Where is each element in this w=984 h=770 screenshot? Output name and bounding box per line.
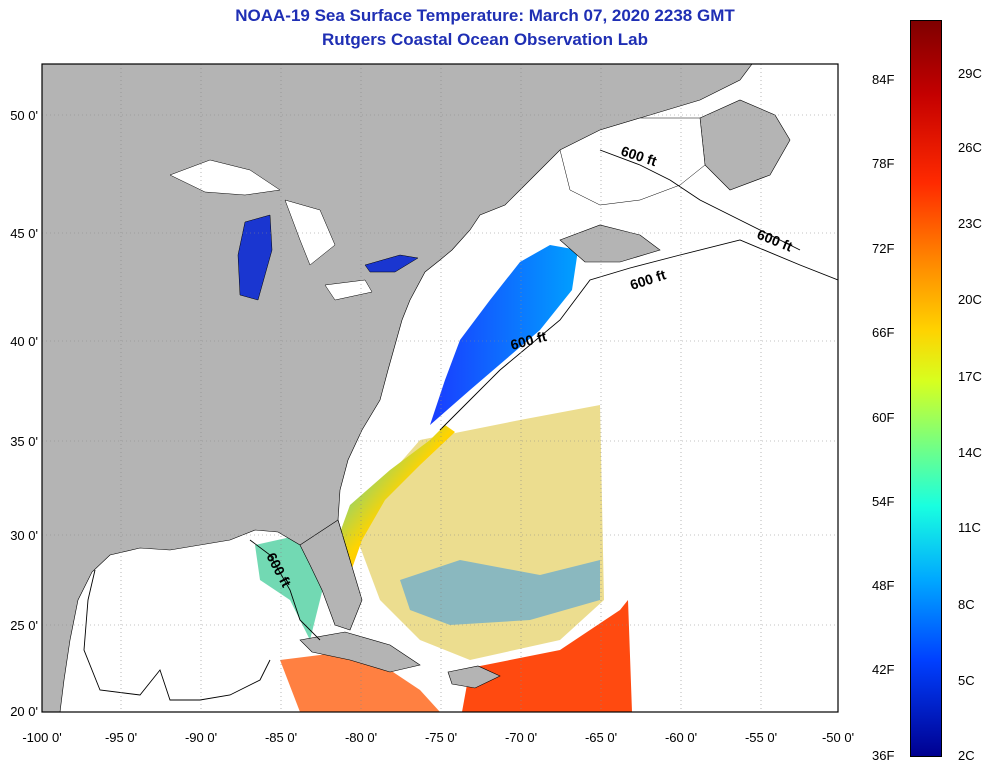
colorbar-c-label: 11C xyxy=(958,520,981,535)
lon-label: -65 0' xyxy=(585,730,617,745)
sst-cool-swirls xyxy=(400,560,600,625)
map-title: NOAA-19 Sea Surface Temperature: March 0… xyxy=(235,6,735,25)
colorbar-c-label: 2C xyxy=(958,748,975,763)
land-cuba xyxy=(299,631,421,673)
graticule xyxy=(42,64,838,712)
lon-label: -100 0' xyxy=(22,730,61,745)
colorbar-f-label: 84F xyxy=(872,72,895,87)
land-maritimes xyxy=(559,224,661,263)
gulf-stream xyxy=(330,425,455,580)
lon-label: -95 0' xyxy=(105,730,137,745)
colorbar-f-label: 66F xyxy=(872,325,895,340)
colorbar-c-label: 8C xyxy=(958,597,975,612)
lat-label: 30 0' xyxy=(10,528,38,543)
lat-label: 20 0' xyxy=(10,704,38,719)
map-subtitle: Rutgers Coastal Ocean Observation Lab xyxy=(322,30,648,49)
lon-label: -75 0' xyxy=(425,730,457,745)
lat-label: 50 0' xyxy=(10,108,38,123)
colorbar-c-label: 26C xyxy=(958,140,982,155)
colorbar-f-label: 42F xyxy=(872,662,895,677)
sst-warm-region xyxy=(462,600,632,712)
colorbar-c-label: 20C xyxy=(958,292,982,307)
lat-label: 35 0' xyxy=(10,434,38,449)
lake-superior xyxy=(169,159,281,196)
lon-label: -70 0' xyxy=(505,730,537,745)
lon-label: -90 0' xyxy=(185,730,217,745)
colorbar-f-label: 36F xyxy=(872,748,895,763)
land-florida xyxy=(299,519,363,631)
lake-michigan xyxy=(237,214,273,301)
colorbar-f-label: 48F xyxy=(872,578,895,593)
land-north-america xyxy=(42,64,753,712)
lake-erie xyxy=(364,254,419,273)
map-frame xyxy=(41,63,839,713)
lake-ontario xyxy=(324,279,373,301)
temperature-colorbar xyxy=(910,20,942,757)
lake-huron xyxy=(284,199,336,266)
lon-label: -50 0' xyxy=(822,730,854,745)
lon-label: -85 0' xyxy=(265,730,297,745)
lon-label: -80 0' xyxy=(345,730,377,745)
colorbar-f-label: 72F xyxy=(872,241,895,256)
colorbar-c-label: 17C xyxy=(958,369,982,384)
colorbar-f-label: 54F xyxy=(872,494,895,509)
lat-label: 40 0' xyxy=(10,334,38,349)
colorbar-f-label: 78F xyxy=(872,156,895,171)
lat-label: 25 0' xyxy=(10,618,38,633)
colorbar-c-label: 29C xyxy=(958,66,982,81)
colorbar-f-label: 60F xyxy=(872,410,895,425)
lat-label: 45 0' xyxy=(10,226,38,241)
sst-caribbean-warm xyxy=(280,650,440,712)
colorbar-c-label: 23C xyxy=(958,216,982,231)
land-newfoundland xyxy=(699,99,791,191)
gulf-of-st-lawrence xyxy=(559,117,706,206)
lon-label: -60 0' xyxy=(665,730,697,745)
colorbar-c-label: 5C xyxy=(958,673,975,688)
lon-label: -55 0' xyxy=(745,730,777,745)
colorbar-c-label: 14C xyxy=(958,445,982,460)
sst-shelf-cold xyxy=(430,245,578,425)
land-hispaniola xyxy=(447,665,501,689)
600ft-contours xyxy=(83,149,838,701)
